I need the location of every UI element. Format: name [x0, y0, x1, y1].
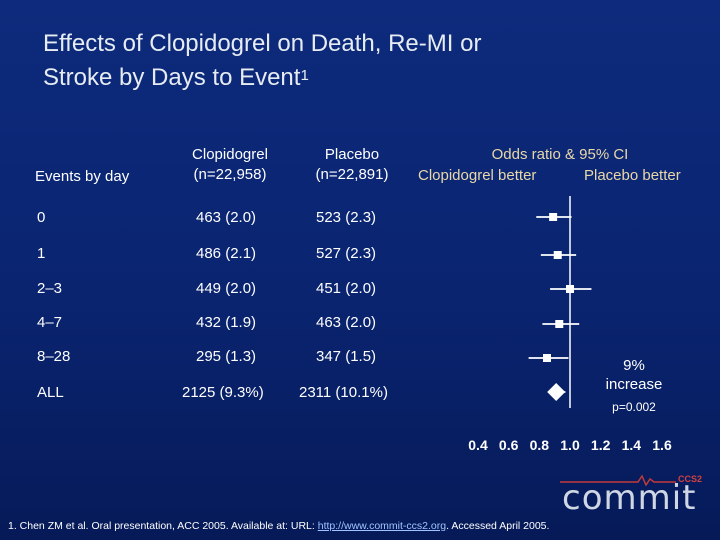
row-placebo: 451 (2.0) [316, 280, 377, 297]
title-line-2: Stroke by Days to Event [43, 64, 301, 91]
increase-label: increase [605, 376, 663, 393]
row-clopidogrel: 463 (2.0) [196, 209, 257, 226]
increase-percent: 9% [623, 357, 645, 374]
title-line-1: Effects of Clopidogrel on Death, Re-MI o… [43, 30, 482, 57]
odds-ratio-header: Odds ratio & 95% CI [491, 146, 629, 163]
logo-tag: CCS2 [678, 474, 703, 484]
footnote-text: 1. Chen ZM et al. Oral presentation, ACC… [8, 520, 318, 532]
clopidogrel-name: Clopidogrel [192, 146, 268, 163]
x-tick-label: 1.4 [622, 437, 642, 453]
events-header: Events by day [35, 168, 130, 185]
row-placebo: 2311 (10.1%) [299, 384, 388, 401]
placebo-n: (n=22,891) [315, 166, 389, 183]
placebo-better-label: Placebo better [584, 167, 681, 184]
point-marker [543, 354, 551, 362]
row-day: 4–7 [37, 314, 63, 331]
row-day: 8–28 [37, 348, 71, 365]
footnote: 1. Chen ZM et al. Oral presentation, ACC… [8, 520, 549, 532]
placebo-name: Placebo [324, 146, 380, 163]
logo-wordmark: commit [562, 478, 697, 518]
row-day: 2–3 [37, 280, 63, 297]
point-marker [553, 251, 562, 259]
title-superscript: 1 [300, 67, 309, 84]
row-placebo: 527 (2.3) [316, 245, 377, 262]
x-tick-label: 0.4 [468, 437, 488, 453]
x-tick-label: 1.6 [652, 437, 672, 453]
x-tick-label: 0.8 [530, 437, 550, 453]
row-clopidogrel: 486 (2.1) [196, 245, 257, 262]
row-placebo: 347 (1.5) [316, 348, 377, 365]
footnote-tail: . Accessed April 2005. [446, 520, 550, 532]
increase-annotation: 9% increase [594, 356, 674, 394]
row-placebo: 523 (2.3) [316, 209, 377, 226]
point-marker [566, 285, 574, 293]
row-clopidogrel: 295 (1.3) [196, 348, 257, 365]
placebo-header: Placebo (n=22,891) [292, 145, 412, 185]
x-tick-label: 1.0 [560, 437, 580, 453]
row-day: 1 [37, 245, 46, 262]
diamond-marker [547, 383, 566, 401]
row-day: 0 [37, 209, 46, 226]
clopidogrel-n: (n=22,958) [193, 166, 267, 183]
row-clopidogrel: 449 (2.0) [196, 280, 257, 297]
point-marker [549, 213, 558, 221]
commit-logo: commit CCS2 [560, 474, 703, 518]
p-value: p=0.002 [612, 400, 656, 414]
clopidogrel-header: Clopidogrel (n=22,958) [170, 145, 290, 185]
page-title: Effects of Clopidogrel on Death, Re-MI o… [43, 27, 683, 95]
row-day: ALL [37, 384, 64, 401]
row-clopidogrel: 2125 (9.3%) [182, 384, 264, 401]
x-tick-label: 1.2 [591, 437, 611, 453]
x-tick-label: 0.6 [499, 437, 519, 453]
footnote-link[interactable]: http://www.commit-ccs2.org [317, 520, 447, 532]
row-clopidogrel: 432 (1.9) [196, 314, 257, 331]
pulse-line-icon [560, 474, 676, 486]
clopidogrel-better-label: Clopidogrel better [418, 167, 537, 184]
point-marker [555, 320, 564, 328]
row-placebo: 463 (2.0) [316, 314, 377, 331]
